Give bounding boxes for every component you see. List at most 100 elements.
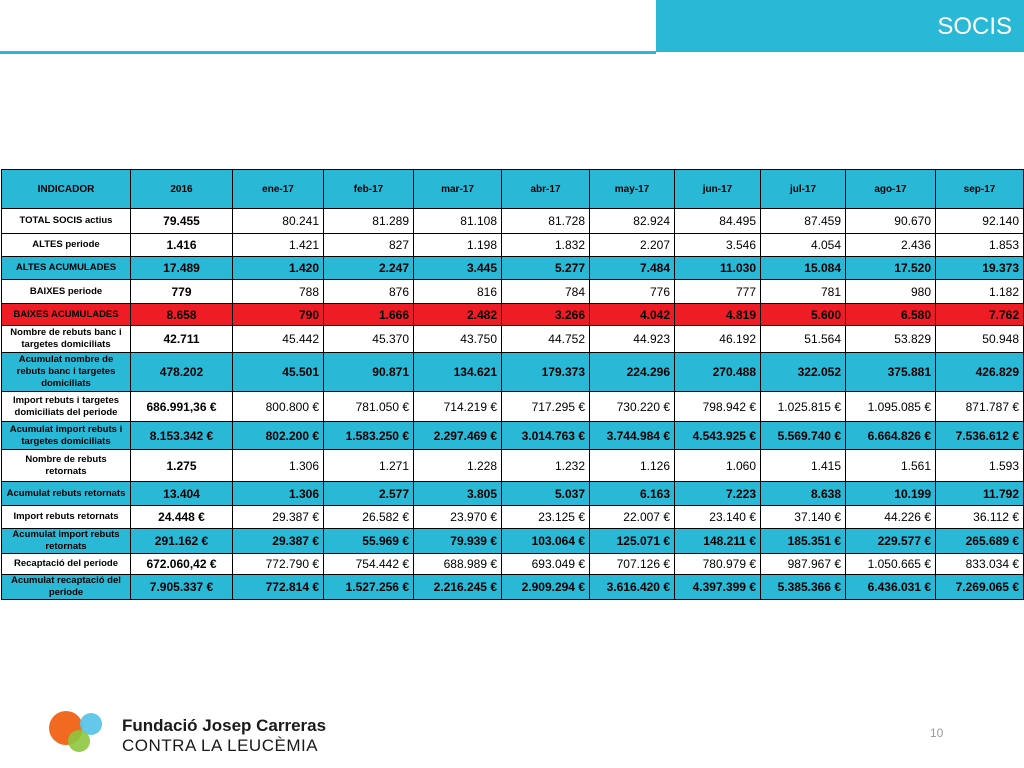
table-cell: 1.416: [130, 233, 233, 257]
table-cell: 44.226 €: [845, 505, 936, 529]
table-cell: 1.182: [935, 279, 1024, 304]
table-cell: 134.621: [413, 352, 502, 392]
table-cell: 3.744.984 €: [589, 421, 675, 450]
header-period: jun-17: [674, 169, 761, 209]
row-label: Nombre de rebuts retornats: [1, 449, 131, 482]
table-cell: 707.126 €: [589, 553, 675, 575]
table-cell: 29.387 €: [232, 505, 324, 529]
table-cell: 7.536.612 €: [935, 421, 1024, 450]
table-cell: 1.306: [232, 449, 324, 482]
table-cell: 4.819: [674, 303, 761, 326]
table-row: Nombre de rebuts banc i targetes domicil…: [1, 325, 1024, 353]
table-cell: 772.790 €: [232, 553, 324, 575]
table-cell: 10.199: [845, 481, 936, 506]
table-cell: 1.420: [232, 256, 324, 280]
table-cell: 45.370: [323, 325, 414, 353]
row-label: ALTES periode: [1, 233, 131, 257]
row-label: Acumulat import rebuts retornats: [1, 528, 131, 554]
table-cell: 781.050 €: [323, 391, 414, 422]
table-cell: 1.025.815 €: [760, 391, 846, 422]
table-cell: 1.271: [323, 449, 414, 482]
table-cell: 79.455: [130, 208, 233, 234]
table-cell: 2.577: [323, 481, 414, 506]
table-row: ALTES ACUMULADES 17.489 1.420 2.247 3.445 5.2…: [1, 256, 1024, 280]
table-row: Acumulat rebuts retornats 13.404 1.306 2.57…: [1, 481, 1024, 506]
title-band: SOCIS: [656, 0, 1024, 52]
table-cell: 53.829: [845, 325, 936, 353]
table-cell: 2.216.245 €: [413, 574, 502, 600]
table-cell: 780.979 €: [674, 553, 761, 575]
table-cell: 2.436: [845, 233, 936, 257]
table-cell: 90.871: [323, 352, 414, 392]
table-cell: 36.112 €: [935, 505, 1024, 529]
row-label: Import rebuts retornats: [1, 505, 131, 529]
table-cell: 1.095.085 €: [845, 391, 936, 422]
table-cell: 772.814 €: [232, 574, 324, 600]
table-cell: 322.052: [760, 352, 846, 392]
table-cell: 1.126: [589, 449, 675, 482]
table-cell: 776: [589, 279, 675, 304]
table-cell: 55.969 €: [323, 528, 414, 554]
table-cell: 265.689 €: [935, 528, 1024, 554]
table-cell: 7.762: [935, 303, 1024, 326]
table-row: ALTES periode 1.416 1.421 827 1.198 1.832 2.20…: [1, 233, 1024, 257]
table-cell: 2.207: [589, 233, 675, 257]
table-cell: 19.373: [935, 256, 1024, 280]
table-cell: 3.616.420 €: [589, 574, 675, 600]
row-label: Acumulat recaptació del periode: [1, 574, 131, 600]
table-cell: 2.909.294 €: [501, 574, 590, 600]
table-cell: 42.711: [130, 325, 233, 353]
table-cell: 1.306: [232, 481, 324, 506]
table-cell: 8.638: [760, 481, 846, 506]
table-cell: 84.495: [674, 208, 761, 234]
table-cell: 11.030: [674, 256, 761, 280]
table-cell: 987.967 €: [760, 553, 846, 575]
table-cell: 693.049 €: [501, 553, 590, 575]
table-cell: 802.200 €: [232, 421, 324, 450]
table-cell: 1.561: [845, 449, 936, 482]
table-cell: 876: [323, 279, 414, 304]
table-cell: 3.266: [501, 303, 590, 326]
row-label: BAIXES periode: [1, 279, 131, 304]
table-cell: 800.800 €: [232, 391, 324, 422]
table-cell: 125.071 €: [589, 528, 675, 554]
table-cell: 6.163: [589, 481, 675, 506]
table-cell: 82.924: [589, 208, 675, 234]
header-period: 2016: [130, 169, 233, 209]
table-cell: 4.054: [760, 233, 846, 257]
table-cell: 26.582 €: [323, 505, 414, 529]
header-period: sep-17: [935, 169, 1024, 209]
table-cell: 5.277: [501, 256, 590, 280]
table-cell: 777: [674, 279, 761, 304]
table-row: Import rebuts i targetes domiciliats del…: [1, 391, 1024, 422]
table-cell: 6.664.826 €: [845, 421, 936, 450]
slide-title: SOCIS: [937, 13, 1012, 40]
table-cell: 43.750: [413, 325, 502, 353]
table-row: Import rebuts retornats 24.448 €29.387 €2…: [1, 505, 1024, 529]
table-cell: 798.942 €: [674, 391, 761, 422]
table-cell: 81.289: [323, 208, 414, 234]
header-period: mar-17: [413, 169, 502, 209]
table-cell: 224.296: [589, 352, 675, 392]
table-cell: 51.564: [760, 325, 846, 353]
table-cell: 5.600: [760, 303, 846, 326]
table-cell: 92.140: [935, 208, 1024, 234]
table-cell: 4.397.399 €: [674, 574, 761, 600]
table-cell: 13.404: [130, 481, 233, 506]
row-label: BAIXES ACUMULADES: [1, 303, 131, 326]
table-cell: 5.037: [501, 481, 590, 506]
table-row: Nombre de rebuts retornats 1.275 1.306 1.27…: [1, 449, 1024, 482]
table-cell: 44.923: [589, 325, 675, 353]
table-cell: 81.108: [413, 208, 502, 234]
logo-blue-circle: [80, 713, 102, 735]
table-cell: 1.198: [413, 233, 502, 257]
table-row: Recaptació del periode 672.060,42 €772.79…: [1, 553, 1024, 575]
table-cell: 2.297.469 €: [413, 421, 502, 450]
row-label: Acumulat nombre de rebuts banc i targete…: [1, 352, 131, 392]
table-cell: 1.832: [501, 233, 590, 257]
table-cell: 6.580: [845, 303, 936, 326]
header-period: ene-17: [232, 169, 324, 209]
table-cell: 270.488: [674, 352, 761, 392]
row-label: Import rebuts i targetes domiciliats del…: [1, 391, 131, 422]
table-cell: 6.436.031 €: [845, 574, 936, 600]
